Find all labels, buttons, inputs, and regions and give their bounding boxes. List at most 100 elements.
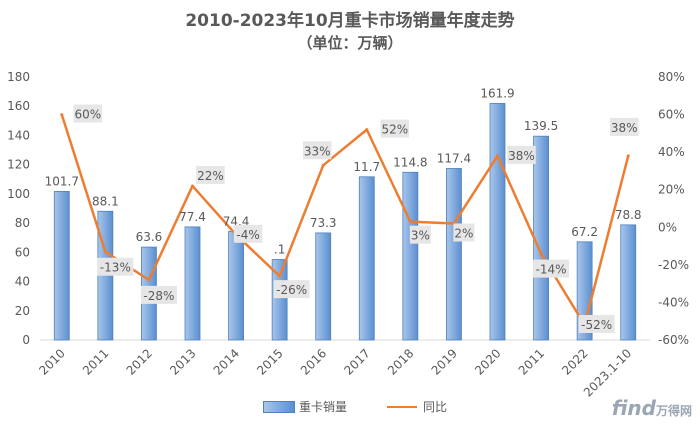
legend-line-swatch <box>387 405 418 408</box>
yoy-point <box>60 113 64 117</box>
yoy-label-box <box>302 141 332 160</box>
x-tick-label: 2017 <box>341 346 372 377</box>
y-left-tick-label: 120 <box>7 158 30 172</box>
y-left-tick-label: 180 <box>7 70 30 84</box>
yoy-data-label: 52% <box>381 123 408 137</box>
yoy-data-label: -26% <box>276 283 307 297</box>
y-left-tick-label: 60 <box>15 245 30 259</box>
bar <box>358 176 375 341</box>
x-tick-label: 2019 <box>429 346 460 377</box>
yoy-label-box <box>507 145 536 164</box>
bar <box>533 135 549 341</box>
y-left-tick-label: 0 <box>22 333 30 347</box>
x-tick-label: 2011 <box>516 346 547 377</box>
y-right-tick-label: -60% <box>658 333 689 347</box>
yoy-label-box <box>380 119 410 138</box>
legend-bar-swatch <box>263 400 295 413</box>
bar-data-label: 161.9 <box>480 86 514 100</box>
x-tick-label: 2013 <box>167 346 198 377</box>
chart-title: 2010-2023年10月重卡市场销量年度走势 <box>185 11 515 31</box>
bar <box>620 224 637 341</box>
bar-data-label: 139.5 <box>524 119 558 133</box>
yoy-point <box>365 128 369 132</box>
y-left-tick-label: 140 <box>7 128 30 142</box>
bar-data-label: 117.4 <box>437 151 471 165</box>
watermark-logo: find万得网 <box>611 396 692 420</box>
y-right-tick-label: -40% <box>658 295 689 309</box>
yoy-label-box <box>196 165 225 184</box>
bar-data-label: 88.1 <box>92 194 119 208</box>
yoy-data-label: -14% <box>536 263 567 277</box>
yoy-label-box <box>233 224 263 243</box>
yoy-data-label: 33% <box>304 144 331 158</box>
yoy-label-box <box>609 117 639 136</box>
bar-data-label: .1 <box>274 242 285 256</box>
bar-data-label: 73.3 <box>310 216 337 230</box>
y-right-tick-label: 40% <box>658 145 685 159</box>
yoy-label-box <box>578 314 615 333</box>
bar <box>53 191 70 341</box>
yoy-line <box>60 114 630 327</box>
y-left-tick-label: 100 <box>7 187 30 201</box>
bar-data-label: 67.2 <box>571 225 598 239</box>
yoy-label-box <box>140 285 177 304</box>
y-right-tick-label: 80% <box>658 70 685 84</box>
bar-data-label: 101.7 <box>45 174 79 188</box>
legend-line-label: 同比 <box>423 400 448 414</box>
y-left-tick-label: 40 <box>15 275 30 289</box>
yoy-point <box>147 278 151 282</box>
yoy-data-label: -4% <box>236 228 259 242</box>
yoy-point <box>408 220 412 224</box>
bar-data-label: 114.8 <box>393 155 427 169</box>
y-right-tick-label: 0% <box>658 220 677 234</box>
legend-bar-label: 重卡销量 <box>299 400 348 414</box>
yoy-point <box>191 184 194 188</box>
bar <box>315 232 332 341</box>
yoy-label-box <box>453 223 475 242</box>
yoy-point <box>626 154 630 158</box>
bar <box>446 168 462 341</box>
yoy-point <box>321 163 325 167</box>
yoy-data-label: -28% <box>143 289 174 303</box>
yoy-data-label: 38% <box>611 121 638 135</box>
x-tick-label: 2018 <box>385 346 416 377</box>
yoy-label-box <box>73 104 103 123</box>
x-tick-label: 2016 <box>298 346 329 377</box>
yoy-data-label: 38% <box>508 149 535 163</box>
bar-data-label: 78.8 <box>615 208 642 222</box>
yoy-label-box <box>97 257 134 276</box>
x-tick-label: 2015 <box>254 346 285 377</box>
bar <box>228 230 244 341</box>
x-tick-label: 2014 <box>211 346 242 377</box>
yoy-point <box>278 274 282 278</box>
bar <box>489 103 506 341</box>
yoy-label-box <box>533 259 570 278</box>
legend: 重卡销量 同比 <box>263 398 447 415</box>
yoy-point <box>539 252 543 256</box>
chart-subtitle: （单位：万辆） <box>297 34 403 52</box>
bar <box>271 259 288 341</box>
y-left-tick-label: 20 <box>15 304 30 318</box>
y-left-tick-label: 160 <box>7 99 30 113</box>
yoy-data-label: 60% <box>74 108 101 122</box>
yoy-label-box <box>273 280 310 299</box>
y-left-tick-label: 80 <box>15 216 30 230</box>
y-right-tick-label: -20% <box>658 258 689 272</box>
bar-data-label: 63.6 <box>136 230 163 244</box>
x-tick-label: 2011 <box>80 346 111 377</box>
bar-data-label: 77.4 <box>179 210 206 224</box>
yoy-data-label: -52% <box>581 318 612 332</box>
bar <box>184 226 201 341</box>
bar <box>402 171 419 341</box>
x-tick-label: 2022 <box>559 346 590 377</box>
bar-data-label: 74.4 <box>223 214 250 228</box>
x-tick-label: 2012 <box>124 346 155 377</box>
yoy-data-label: 22% <box>197 169 224 183</box>
yoy-point <box>496 154 499 158</box>
x-tick-label: 2020 <box>472 346 503 377</box>
yoy-data-label: 2% <box>454 227 473 241</box>
yoy-data-label: -13% <box>100 261 131 275</box>
bar-data-label: 11.7 <box>353 160 380 174</box>
y-right-tick-label: 20% <box>658 183 685 197</box>
